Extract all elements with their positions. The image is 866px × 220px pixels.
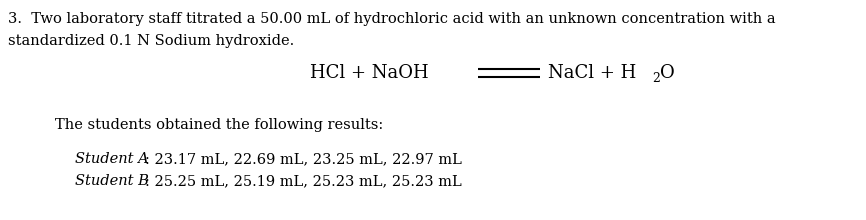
- Text: : 23.17 mL, 22.69 mL, 23.25 mL, 22.97 mL: : 23.17 mL, 22.69 mL, 23.25 mL, 22.97 mL: [145, 152, 462, 166]
- Text: 2: 2: [652, 72, 660, 84]
- Text: The students obtained the following results:: The students obtained the following resu…: [55, 118, 384, 132]
- Text: Student B: Student B: [75, 174, 149, 188]
- Text: O: O: [660, 64, 675, 82]
- Text: HCl + NaOH: HCl + NaOH: [310, 64, 429, 82]
- Text: NaCl + H: NaCl + H: [548, 64, 637, 82]
- Text: standardized 0.1 N Sodium hydroxide.: standardized 0.1 N Sodium hydroxide.: [8, 34, 294, 48]
- Text: 3.  Two laboratory staff titrated a 50.00 mL of hydrochloric acid with an unknow: 3. Two laboratory staff titrated a 50.00…: [8, 12, 776, 26]
- Text: : 25.25 mL, 25.19 mL, 25.23 mL, 25.23 mL: : 25.25 mL, 25.19 mL, 25.23 mL, 25.23 mL: [145, 174, 462, 188]
- Text: Student A: Student A: [75, 152, 149, 166]
